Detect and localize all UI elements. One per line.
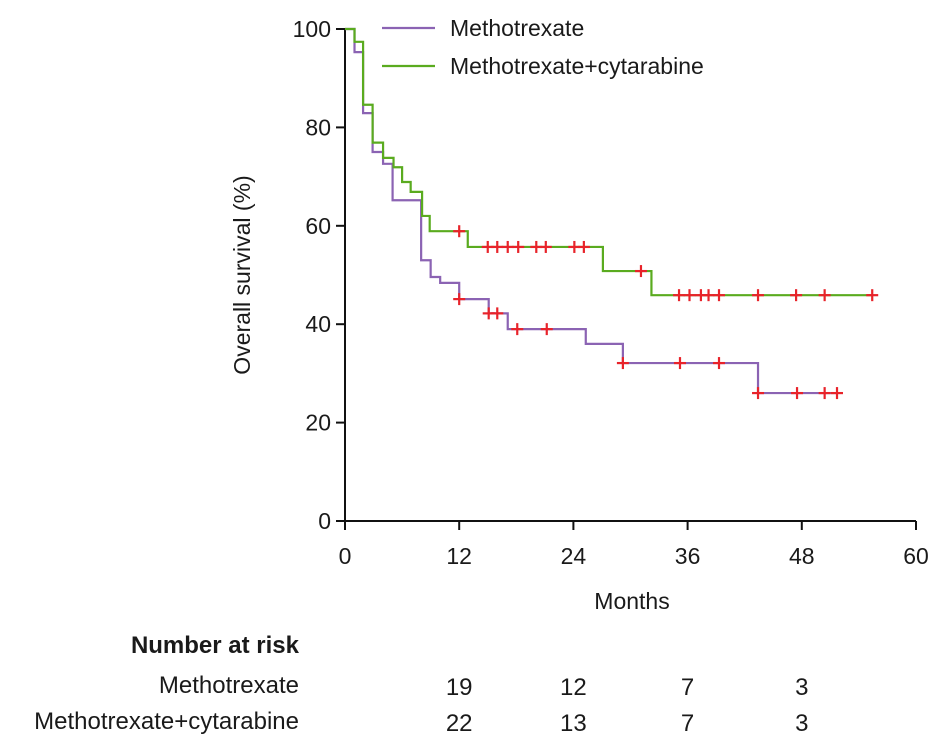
censor-mark (713, 289, 726, 302)
censor-mark (673, 289, 686, 302)
censor-mark (453, 225, 466, 238)
censor-mark (511, 323, 524, 336)
censor-mark (818, 289, 831, 302)
censor-mark (818, 387, 831, 400)
legend-label: Methotrexate+cytarabine (450, 53, 704, 79)
censor-mark (512, 240, 525, 253)
censor-mark (790, 289, 803, 302)
censor-mark (752, 387, 765, 400)
x-tick-label: 12 (446, 543, 472, 569)
censor-mark (866, 289, 879, 302)
risk-count: 3 (795, 710, 809, 737)
x-axis-label: Months (594, 588, 669, 614)
censor-mark (752, 289, 765, 302)
risk-count: 19 (445, 674, 473, 701)
censor-mark (539, 240, 552, 253)
risk-count: 3 (795, 674, 809, 701)
censor-mark (683, 289, 696, 302)
risk-count: 12 (560, 674, 587, 701)
censor-mark (491, 307, 504, 320)
x-tick-label: 36 (675, 543, 701, 569)
censor-mark (791, 387, 804, 400)
y-tick-label: 20 (305, 410, 331, 436)
survival-curve-methotrexate (345, 27, 838, 395)
legend-label: Methotrexate (450, 15, 584, 41)
censor-mark (577, 240, 590, 253)
y-tick-label: 0 (318, 508, 331, 534)
risk-count: 7 (680, 674, 695, 701)
censor-mark (491, 240, 504, 253)
censor-mark (453, 293, 466, 306)
y-axis-label: Overall survival (%) (229, 175, 255, 374)
risk-count: 7 (680, 710, 695, 737)
x-tick-label: 48 (789, 543, 815, 569)
risk-table-title: Number at risk (130, 632, 299, 659)
censor-mark (673, 357, 686, 370)
risk-row-label: Methotrexate (158, 672, 299, 699)
risk-row-label: Methotrexate+cytarabine (34, 708, 299, 735)
risk-count: 22 (445, 710, 473, 737)
legend-item: Methotrexate (382, 15, 584, 41)
censor-mark (501, 240, 514, 253)
legend-item: Methotrexate+cytarabine (382, 53, 704, 79)
censor-mark (702, 289, 715, 302)
x-tick-label: 60 (903, 543, 929, 569)
x-tick-label: 0 (339, 543, 352, 569)
censor-mark (713, 357, 726, 370)
y-tick-label: 60 (305, 213, 331, 239)
risk-count: 13 (560, 710, 587, 737)
y-tick-label: 100 (293, 16, 331, 42)
censor-mark (831, 387, 844, 400)
survival-chart: 0 20 40 60 80 100 0 12 24 36 48 60 Months Overall sur… (229, 15, 929, 614)
y-tick-label: 40 (305, 311, 331, 337)
censor-mark (616, 357, 629, 370)
x-tick-label: 24 (561, 543, 587, 569)
censor-mark (634, 265, 647, 278)
y-tick-label: 80 (305, 114, 331, 140)
censor-mark (540, 323, 553, 336)
